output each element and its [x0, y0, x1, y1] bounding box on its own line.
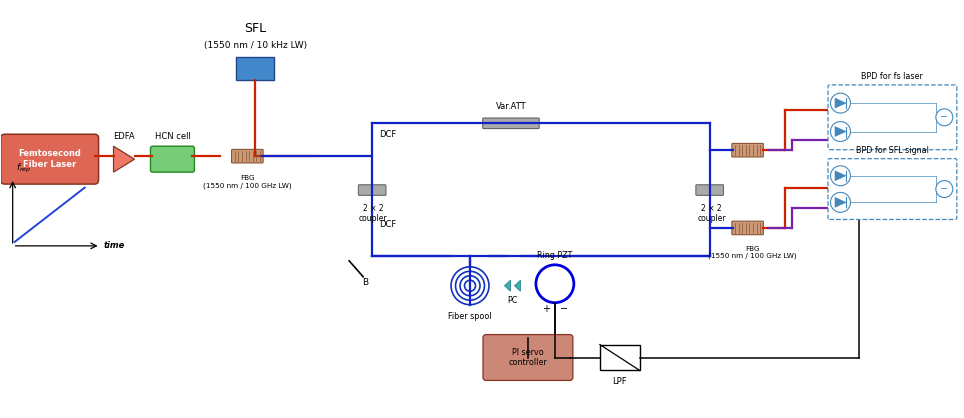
- Text: B: B: [362, 278, 368, 287]
- FancyBboxPatch shape: [483, 118, 539, 129]
- Bar: [600, 344, 640, 370]
- Text: BPD for SFL signal: BPD for SFL signal: [856, 146, 929, 155]
- Text: 2 × 2
coupler: 2 × 2 coupler: [697, 204, 726, 223]
- FancyBboxPatch shape: [150, 146, 195, 172]
- Polygon shape: [504, 280, 511, 291]
- Text: Femtosecond
Fiber Laser: Femtosecond Fiber Laser: [18, 150, 81, 169]
- FancyBboxPatch shape: [732, 221, 763, 235]
- Text: LPF: LPF: [612, 377, 628, 386]
- Polygon shape: [515, 280, 521, 291]
- FancyBboxPatch shape: [732, 143, 763, 157]
- Polygon shape: [114, 146, 135, 172]
- Circle shape: [831, 93, 850, 113]
- Circle shape: [831, 166, 850, 186]
- Text: HCN cell: HCN cell: [154, 132, 190, 141]
- Text: DCF: DCF: [379, 220, 396, 229]
- Text: BPD for fs laser: BPD for fs laser: [862, 72, 924, 82]
- FancyBboxPatch shape: [236, 56, 275, 80]
- FancyBboxPatch shape: [483, 334, 573, 380]
- FancyBboxPatch shape: [828, 159, 957, 219]
- Text: +: +: [542, 304, 549, 314]
- FancyBboxPatch shape: [1, 134, 98, 184]
- Text: PC: PC: [507, 296, 517, 305]
- Text: FBG
(1550 nm / 100 GHz LW): FBG (1550 nm / 100 GHz LW): [203, 175, 292, 189]
- Text: DCF: DCF: [379, 130, 396, 139]
- Text: (1550 nm / 10 kHz LW): (1550 nm / 10 kHz LW): [203, 41, 307, 50]
- Text: −: −: [940, 112, 949, 122]
- Text: Ring PZT: Ring PZT: [537, 251, 573, 260]
- Polygon shape: [835, 197, 846, 207]
- Text: time: time: [103, 241, 124, 250]
- FancyBboxPatch shape: [231, 149, 263, 163]
- Circle shape: [936, 181, 952, 198]
- Text: Var.ATT: Var.ATT: [495, 102, 526, 111]
- Polygon shape: [835, 171, 846, 181]
- Circle shape: [831, 122, 850, 141]
- Text: $f_{rep}$: $f_{rep}$: [15, 162, 31, 175]
- Circle shape: [936, 109, 952, 126]
- Text: 2 × 2
coupler: 2 × 2 coupler: [359, 204, 388, 223]
- Text: Fiber spool: Fiber spool: [448, 312, 492, 321]
- Text: FBG
(1550 nm / 100 GHz LW): FBG (1550 nm / 100 GHz LW): [709, 246, 797, 260]
- Polygon shape: [835, 98, 846, 108]
- Polygon shape: [835, 127, 846, 137]
- Text: SFL: SFL: [244, 22, 266, 35]
- Text: EDFA: EDFA: [113, 132, 134, 141]
- FancyBboxPatch shape: [828, 85, 957, 150]
- FancyBboxPatch shape: [696, 185, 723, 195]
- Text: PI servo
controller: PI servo controller: [509, 348, 548, 367]
- Text: −: −: [560, 304, 568, 314]
- Text: −: −: [940, 184, 949, 194]
- Circle shape: [831, 192, 850, 212]
- FancyBboxPatch shape: [359, 185, 386, 195]
